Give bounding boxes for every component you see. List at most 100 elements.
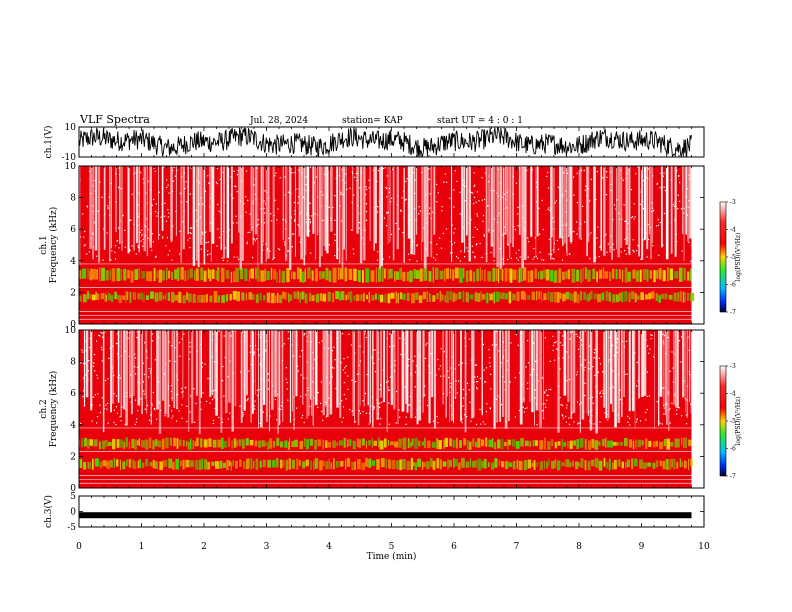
- speckle: [135, 421, 138, 423]
- power-band-segment: [156, 271, 158, 279]
- speckle: [481, 199, 483, 201]
- speckle: [542, 228, 544, 231]
- speckle: [475, 364, 477, 366]
- speckle: [349, 187, 351, 189]
- speckle: [253, 353, 255, 355]
- low-power-streak: [529, 330, 531, 402]
- low-power-streak: [519, 330, 523, 425]
- power-band-segment: [371, 295, 375, 301]
- speckle: [665, 353, 667, 355]
- low-power-streak: [274, 330, 277, 397]
- start-ut-label: start UT = 4 : 0 : 1: [437, 116, 523, 126]
- power-band-segment: [419, 268, 423, 282]
- speckle: [331, 366, 333, 369]
- speckle: [522, 217, 524, 219]
- power-band-segment: [145, 458, 149, 467]
- speckle: [84, 244, 86, 246]
- speckle: [591, 396, 593, 398]
- speckle: [535, 255, 537, 257]
- speckle: [474, 226, 477, 228]
- power-band-segment: [162, 295, 165, 300]
- speckle: [307, 204, 309, 206]
- speckle: [495, 330, 497, 332]
- speckle: [181, 338, 183, 340]
- power-band-segment: [637, 439, 642, 448]
- speckle: [124, 246, 126, 248]
- speckle: [668, 393, 670, 395]
- low-power-streak: [352, 166, 354, 232]
- speckle: [297, 202, 299, 204]
- speckle: [656, 401, 658, 403]
- speckle: [390, 233, 393, 235]
- x-tick-label: 6: [451, 542, 457, 552]
- speckle: [532, 373, 534, 375]
- speckle: [189, 351, 191, 353]
- speckle: [568, 356, 570, 358]
- speckle: [393, 345, 395, 347]
- speckle: [691, 254, 693, 256]
- speckle: [675, 241, 678, 243]
- speckle: [613, 249, 615, 251]
- power-band-segment: [337, 267, 340, 280]
- low-power-streak: [499, 166, 503, 270]
- low-power-streak: [433, 166, 436, 235]
- speckle: [118, 377, 120, 379]
- power-band-segment: [289, 294, 293, 301]
- power-band-segment: [138, 438, 141, 446]
- speckle: [350, 229, 353, 231]
- speckle: [83, 236, 85, 238]
- speckle: [340, 361, 342, 364]
- speckle: [617, 414, 619, 416]
- power-band-segment: [589, 292, 591, 301]
- speckle: [579, 332, 581, 334]
- y-tick-label: 0: [70, 320, 76, 330]
- power-band-segment: [450, 268, 452, 279]
- power-band-segment: [387, 268, 389, 281]
- speckle: [689, 178, 691, 180]
- ch1-waveform-trace: [78, 127, 692, 158]
- speckle: [475, 244, 477, 246]
- speckle: [264, 190, 266, 192]
- power-band-segment: [332, 292, 335, 303]
- power-band-segment: [154, 292, 159, 302]
- power-band-segment: [507, 439, 509, 450]
- speckle: [321, 410, 323, 412]
- speckle: [309, 218, 311, 221]
- power-band-segment: [449, 438, 452, 447]
- speckle: [429, 193, 431, 195]
- low-power-streak: [220, 166, 223, 250]
- speckle: [536, 374, 538, 376]
- power-band-segment: [655, 440, 658, 447]
- speckle: [380, 207, 382, 209]
- speckle: [415, 365, 417, 367]
- speckle: [476, 243, 478, 245]
- power-band-segment: [215, 270, 217, 280]
- power-band-segment: [659, 460, 663, 467]
- power-band-segment: [314, 458, 319, 469]
- low-power-streak: [488, 166, 490, 233]
- speckle: [475, 381, 478, 383]
- speckle: [358, 373, 360, 375]
- power-band-segment: [253, 460, 255, 469]
- low-power-streak: [199, 166, 203, 245]
- low-power-streak: [238, 166, 240, 233]
- speckle: [79, 179, 81, 181]
- speckle: [152, 340, 154, 342]
- speckle: [313, 223, 315, 225]
- power-band-segment: [659, 441, 663, 450]
- speckle: [380, 418, 382, 420]
- power-band-segment: [429, 293, 431, 302]
- speckle: [548, 389, 550, 391]
- speckle: [493, 357, 495, 359]
- speckle: [315, 176, 317, 178]
- speckle: [320, 191, 322, 193]
- speckle: [563, 172, 565, 174]
- power-band-segment: [481, 461, 484, 469]
- speckle: [379, 388, 381, 390]
- speckle: [472, 251, 474, 253]
- speckle: [663, 172, 665, 174]
- speckle: [373, 406, 375, 408]
- power-band-segment: [673, 292, 677, 302]
